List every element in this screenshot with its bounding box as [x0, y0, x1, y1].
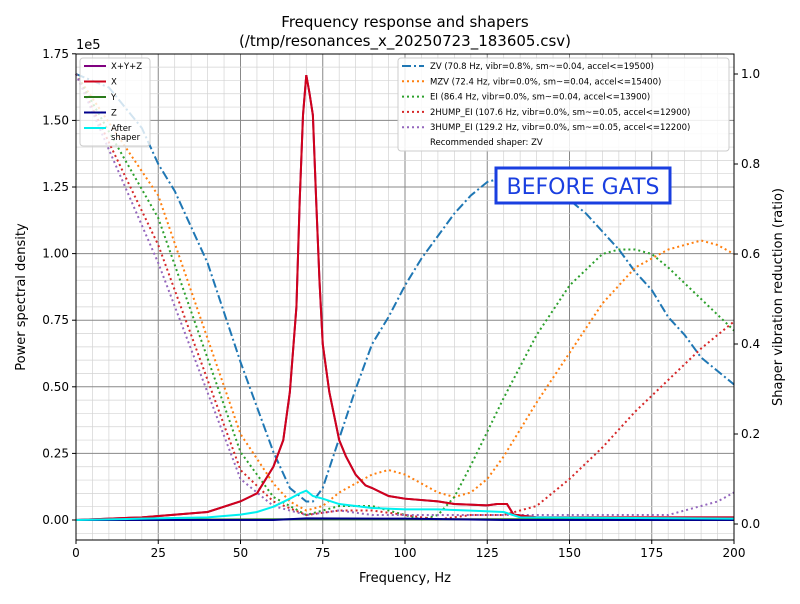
y-tick-label: 1.50: [42, 113, 69, 127]
legend-label: 3HUMP_EI (129.2 Hz, vibr=0.0%, sm~=0.05,…: [430, 123, 690, 133]
legend-label: Y: [110, 93, 117, 103]
shaper-legend: ZV (70.8 Hz, vibr=0.8%, sm~=0.04, accel<…: [397, 57, 730, 152]
y2-tick-label: 1.0: [741, 67, 760, 81]
y-scale-label: 1e5: [76, 38, 101, 53]
y-tick-label: 1.00: [42, 247, 69, 261]
psd-curve-x: [75, 74, 734, 521]
y2-tick-label: 0.2: [741, 427, 760, 441]
legend-label: Z: [111, 109, 117, 119]
y2-tick-label: 0.8: [741, 157, 760, 171]
x-tick-label: 125: [476, 546, 499, 560]
x-tick-label: 200: [723, 546, 746, 560]
psd-legend-box: [79, 57, 151, 147]
y2-axis-label: Shaper vibration reduction (ratio): [771, 188, 786, 406]
y2-tick-label: 0.4: [741, 337, 760, 351]
shaper-curve-zv: [75, 73, 735, 503]
before-gats-annotation: BEFORE GATS: [494, 166, 672, 205]
annotation-text: BEFORE GATS: [507, 175, 660, 200]
y-axis-label: Power spectral density: [14, 223, 29, 371]
legend-label: ZV (70.8 Hz, vibr=0.8%, sm~=0.04, accel<…: [430, 62, 654, 72]
psd-curve-after: [75, 489, 735, 521]
x-tick-label: 75: [315, 546, 330, 560]
x-tick-label: 150: [558, 546, 581, 560]
legend-label: X+Y+Z: [111, 62, 142, 72]
legend-label: shaper: [111, 133, 141, 143]
y2-tick-label: 0.6: [741, 247, 760, 261]
y-tick-label: 0.75: [42, 313, 69, 327]
x-tick-label: 25: [151, 546, 166, 560]
x-tick-label: 50: [233, 546, 248, 560]
legend-label: X: [111, 78, 117, 88]
x-tick-label: 0: [72, 546, 80, 560]
x-axis-label: Frequency, Hz: [359, 571, 451, 586]
psd-curve-z: [76, 517, 734, 521]
legend-label: EI (86.4 Hz, vibr=0.0%, sm~=0.04, accel<…: [430, 93, 650, 103]
x-tick-label: 100: [394, 546, 417, 560]
legend-label: After: [111, 124, 132, 134]
recommended-shaper-label: Recommended shaper: ZV: [430, 138, 543, 148]
y-tick-label: 0.00: [42, 513, 69, 527]
shaper-curve-ei: [75, 73, 735, 521]
y-tick-label: 1.75: [42, 47, 69, 61]
y-tick-label: 0.25: [42, 446, 69, 460]
chart-title: Frequency response and shapers: [281, 13, 529, 31]
y2-tick-label: 0.0: [741, 517, 760, 531]
chart-subtitle: (/tmp/resonances_x_20250723_183605.csv): [239, 32, 571, 51]
x-tick-label: 175: [640, 546, 663, 560]
shaper-legend-box: [397, 57, 730, 152]
shaper-curve-3hump_ei: [75, 73, 735, 517]
y-tick-label: 0.50: [42, 380, 69, 394]
legend-label: MZV (72.4 Hz, vibr=0.0%, sm~=0.04, accel…: [430, 77, 661, 87]
legend-label: 2HUMP_EI (107.6 Hz, vibr=0.0%, sm~=0.05,…: [430, 108, 690, 118]
y-tick-label: 1.25: [42, 180, 69, 194]
